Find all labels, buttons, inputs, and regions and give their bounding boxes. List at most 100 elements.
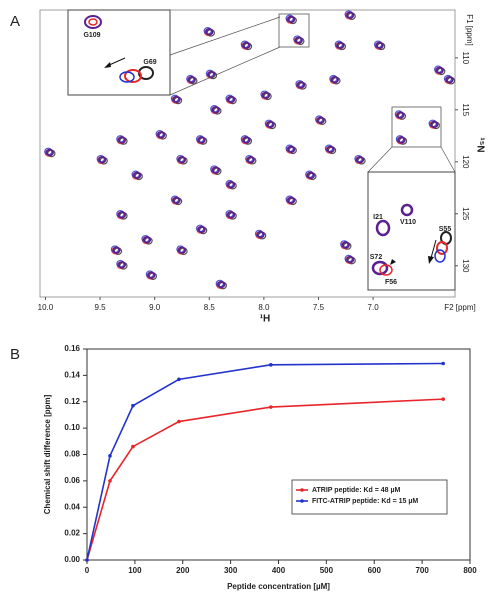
peak xyxy=(177,246,187,254)
x-tick-label: 9.5 xyxy=(95,303,107,312)
peak xyxy=(157,131,166,139)
peak-annotation: G69 xyxy=(143,59,156,66)
connector xyxy=(169,46,281,96)
peak xyxy=(336,41,345,50)
x-axis-label: Peptide concentration [µM] xyxy=(227,582,330,591)
x-tick-label: 8.5 xyxy=(204,303,216,312)
y-tick-label: 0.16 xyxy=(64,344,80,353)
peak xyxy=(430,120,439,129)
peak xyxy=(205,28,214,36)
peak xyxy=(197,225,206,234)
peak xyxy=(98,156,107,164)
peak xyxy=(341,241,350,249)
peak xyxy=(227,180,236,189)
arrow-head xyxy=(428,256,434,264)
data-point xyxy=(131,403,135,408)
data-point xyxy=(269,363,273,367)
y-tick-label: 110 xyxy=(461,51,470,64)
inset-peak xyxy=(88,18,98,26)
data-point xyxy=(441,397,445,401)
panel-label: B xyxy=(10,346,20,363)
peak xyxy=(117,136,127,144)
peak xyxy=(316,116,325,124)
x-tick-label: 7.5 xyxy=(313,303,325,312)
peak xyxy=(177,156,187,164)
arrow xyxy=(430,239,437,259)
connector xyxy=(440,146,456,173)
y-tick-label: 0.04 xyxy=(64,502,80,511)
x-axis-label: ¹H xyxy=(260,314,271,325)
inset-box xyxy=(367,171,456,291)
inset-peak xyxy=(375,219,391,237)
legend-label: FITC-ATRIP peptide: Kd = 15 µM xyxy=(312,498,418,505)
y-tick-label: 0.00 xyxy=(64,555,80,564)
peak xyxy=(397,136,406,144)
peak xyxy=(326,145,335,154)
x-tick-label: 10.0 xyxy=(38,303,54,312)
y-tick-label: 130 xyxy=(461,259,470,273)
peak xyxy=(112,246,121,254)
y-tick-label: 115 xyxy=(461,103,470,116)
data-point xyxy=(108,454,112,458)
x-tick-label: 7.0 xyxy=(368,303,380,312)
y-tick-label: 0.12 xyxy=(64,397,80,406)
peak xyxy=(296,81,306,89)
peak xyxy=(172,95,181,104)
legend-label: ATRIP peptide: Kd = 48 µM xyxy=(312,487,401,494)
inset-peak xyxy=(119,71,135,83)
data-point xyxy=(177,377,181,382)
y-axis-unit: F1 [ppm] xyxy=(465,14,474,46)
peak-annotation: V110 xyxy=(400,219,416,226)
peak xyxy=(396,111,405,119)
x-tick-label: 200 xyxy=(176,566,190,575)
peak-annotation: S55 xyxy=(439,226,452,233)
y-axis-label: ¹⁵N xyxy=(474,137,485,152)
peak xyxy=(355,156,365,164)
x-tick-label: 400 xyxy=(272,566,286,575)
legend-marker xyxy=(300,488,304,492)
plot-frame xyxy=(39,9,456,298)
y-tick-label: 120 xyxy=(461,155,470,169)
peak xyxy=(294,36,303,44)
peak xyxy=(346,11,355,19)
peak xyxy=(287,15,296,24)
x-tick-label: 600 xyxy=(368,566,382,575)
connector xyxy=(367,146,393,173)
peak xyxy=(142,236,152,244)
inset-peak xyxy=(371,260,389,276)
peak xyxy=(117,261,127,269)
peak-annotation: S72 xyxy=(370,254,383,261)
inset-box xyxy=(67,9,171,96)
peak xyxy=(197,136,206,144)
zoom-box xyxy=(391,106,442,148)
peak xyxy=(346,255,355,264)
peak-annotation: G109 xyxy=(83,32,100,39)
peak-annotation: F56 xyxy=(385,279,397,286)
data-point xyxy=(108,479,112,483)
x-tick-label: 300 xyxy=(224,566,238,575)
peak xyxy=(147,271,156,279)
peak xyxy=(227,95,236,104)
peak xyxy=(187,75,196,84)
x-tick-label: 9.0 xyxy=(149,303,161,312)
peak xyxy=(261,91,271,99)
peak xyxy=(211,166,220,174)
inset-peak xyxy=(379,264,393,276)
inset-peak xyxy=(400,203,414,217)
data-point xyxy=(85,558,89,562)
peak xyxy=(242,136,251,144)
x-tick-label: 100 xyxy=(128,566,142,575)
series-line xyxy=(86,398,444,561)
peak xyxy=(242,41,251,50)
series-line xyxy=(86,362,444,561)
data-point xyxy=(177,419,181,424)
y-tick-label: 0.14 xyxy=(64,370,80,379)
peak xyxy=(330,75,339,84)
peak xyxy=(133,171,142,180)
peak xyxy=(256,230,265,239)
x-tick-label: 8.0 xyxy=(258,303,270,312)
peak xyxy=(117,211,127,219)
arrow-head xyxy=(390,259,396,265)
peak xyxy=(375,41,384,50)
data-point xyxy=(269,405,273,409)
